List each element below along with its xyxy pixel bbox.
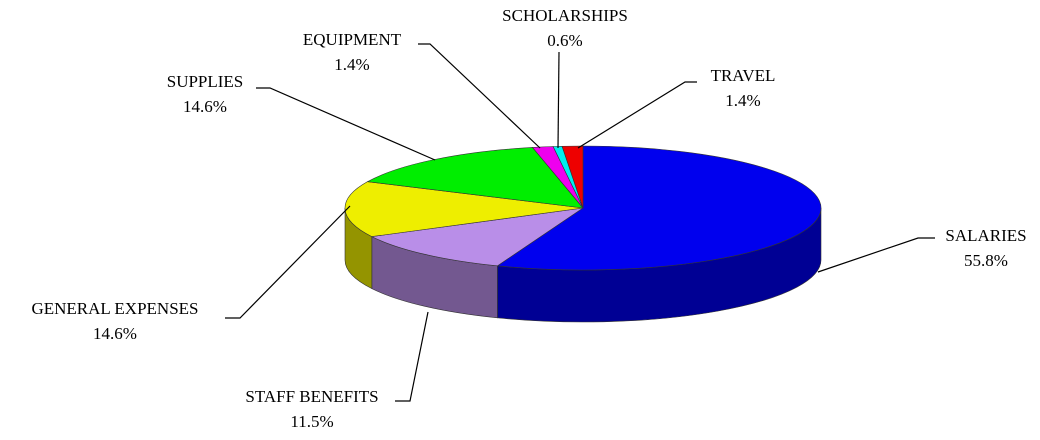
slice-value-label: 14.6% (183, 97, 227, 116)
slice-label: SCHOLARSHIPS (502, 6, 628, 25)
slice-value-label: 14.6% (93, 324, 137, 343)
slice-value-label: 1.4% (725, 91, 760, 110)
leader-line (256, 87, 436, 161)
slice (370, 207, 584, 267)
slice-value-label: 11.5% (290, 412, 333, 431)
slice-label: TRAVEL (711, 66, 776, 85)
leader-line (577, 81, 697, 149)
slice-label: SALARIES (945, 226, 1026, 245)
leader-line (418, 43, 541, 149)
leader-line (817, 237, 935, 273)
slice-value-label: 1.4% (334, 55, 369, 74)
slice (344, 181, 584, 237)
slice-label: GENERAL EXPENSES (31, 299, 198, 318)
slice-value-label: 55.8% (964, 251, 1008, 270)
slice-label: EQUIPMENT (303, 30, 402, 49)
leader-line (225, 205, 351, 319)
leader-line (395, 311, 429, 402)
slice (561, 145, 584, 209)
slice-label: SUPPLIES (167, 72, 244, 91)
slice-value-label: 0.6% (547, 31, 582, 50)
slice (496, 145, 822, 271)
leader-line (557, 51, 560, 149)
slice-label: STAFF BENEFITS (245, 387, 378, 406)
